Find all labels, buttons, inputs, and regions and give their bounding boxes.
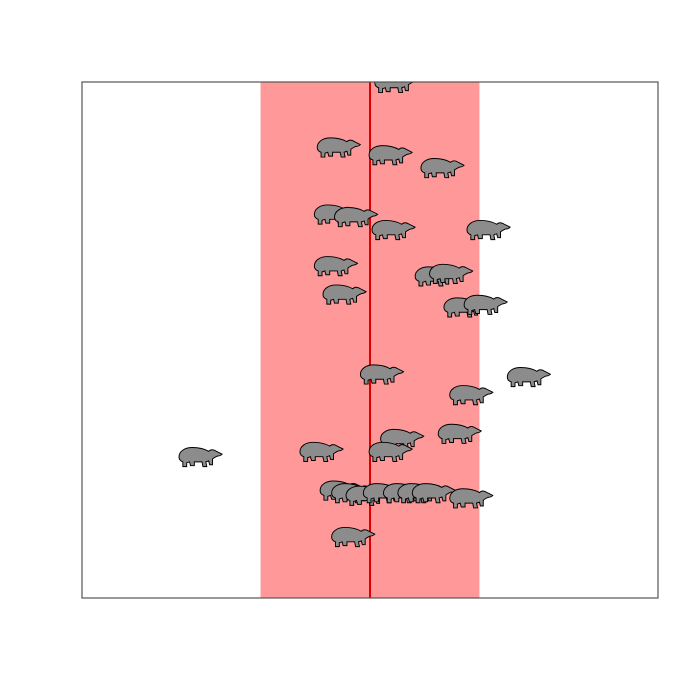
polar-bear-icon xyxy=(466,219,511,241)
polar-bear-icon xyxy=(506,367,551,388)
polar-bear-icon xyxy=(463,294,508,315)
plot-frame xyxy=(81,81,659,599)
polar-bear-icon xyxy=(178,446,223,468)
